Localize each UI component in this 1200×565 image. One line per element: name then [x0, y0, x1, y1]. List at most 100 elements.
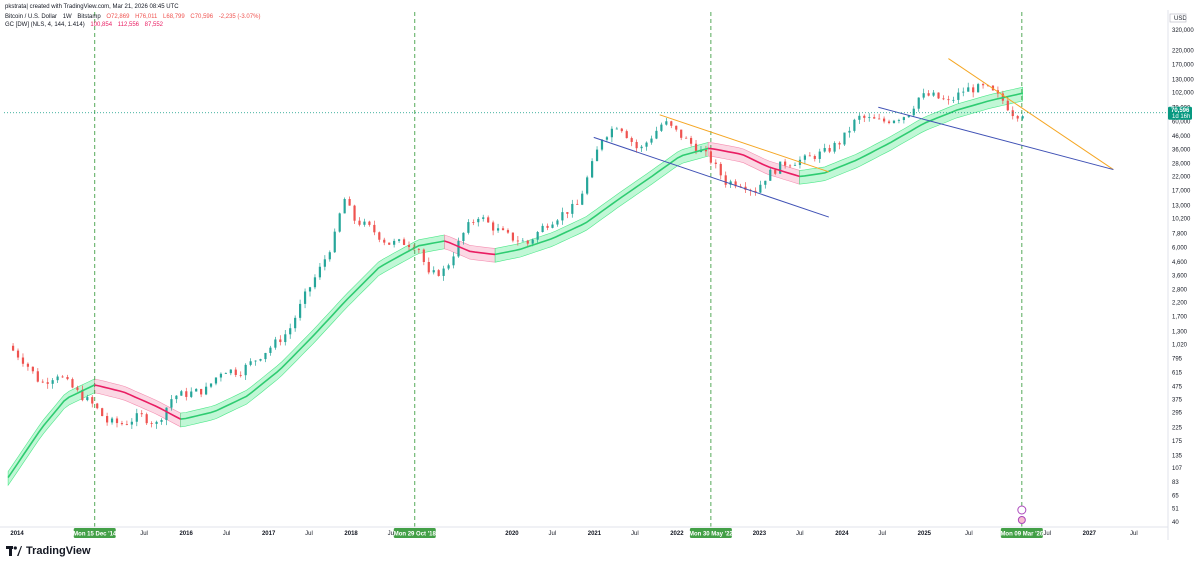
candle-body-146: [734, 181, 737, 187]
candle-body-172: [863, 115, 866, 118]
candle-body-203: [1016, 116, 1019, 119]
candle-body-111: [561, 212, 564, 221]
published-text: pkstrata| created with TradingView.com, …: [5, 4, 179, 10]
candle-body-127: [640, 146, 643, 149]
price-tick-1: 220,000: [1172, 49, 1194, 55]
candle-body-9: [56, 376, 59, 381]
candle-body-64: [328, 252, 331, 260]
candle-body-106: [536, 232, 539, 240]
candle-body-18: [101, 408, 104, 417]
time-axis[interactable]: 2014 Jul 2016 Jul 2017 Jul 2018 Jul 2020 Jul 2021 J…: [0, 526, 1168, 538]
candle-body-134: [675, 125, 678, 130]
price-tick-35: 40: [1172, 520, 1179, 526]
gaussian-channel-centerline: [7, 92, 1023, 479]
price-tick-26: 375: [1172, 397, 1183, 403]
price-tick-16: 4,600: [1172, 260, 1188, 266]
indicator-name[interactable]: GC [DW] (NLS, 4, 144, 1.414): [5, 22, 85, 28]
price-tick-14: 7,800: [1172, 231, 1188, 237]
candle-body-90: [457, 240, 460, 257]
symbol-legend[interactable]: Bitcoin / U.S. Dollar 1W Bitstamp O72,86…: [5, 13, 264, 21]
time-tick-21: 2027: [1083, 531, 1097, 537]
candle-body-92: [467, 222, 470, 233]
candle-body-117: [590, 161, 594, 178]
candle-body-165: [828, 147, 831, 152]
symbol-interval: 1W: [62, 14, 72, 20]
price-axis-currency: USD: [1174, 16, 1187, 22]
event-date-badge-1: [393, 528, 436, 538]
candle-body-110: [556, 220, 559, 225]
candle-body-173: [868, 117, 871, 118]
tradingview-logo[interactable]: TradingView: [6, 545, 91, 557]
candle-body-60: [308, 287, 312, 292]
trend-line-orange-2: [948, 58, 1114, 170]
candle-body-58: [299, 303, 302, 318]
price-tick-3: 130,000: [1172, 77, 1194, 83]
candle-body-62: [318, 266, 322, 278]
ohlc-low: L68,799: [163, 14, 185, 20]
channel-centerline-segment-1: [94, 384, 181, 420]
candle-body-140: [704, 149, 708, 152]
candle-body-51: [264, 352, 267, 360]
candle-body-74: [378, 232, 381, 240]
candle-body-187: [937, 92, 940, 99]
candle-body-144: [724, 175, 727, 185]
price-tick-19: 2,200: [1172, 301, 1188, 307]
candle-body-129: [650, 138, 653, 143]
candle-body-45: [234, 369, 237, 375]
trend-line-blue-1: [593, 136, 829, 218]
currency-box: [1169, 13, 1187, 23]
candle-body-44: [229, 369, 232, 374]
candle-body-131: [660, 124, 663, 131]
time-tick-18: 2025: [918, 531, 932, 537]
candle-body-105: [531, 239, 534, 244]
ohlc-change: -2,235 (-3.07%): [218, 14, 261, 20]
time-tick-2: 2016: [179, 531, 193, 537]
indicator-value-1: 100,854: [90, 22, 113, 28]
candle-body-23: [125, 424, 128, 425]
candle-body-17: [96, 403, 99, 409]
price-axis[interactable]: USD320,000220,000170,000130,000102,00078…: [1167, 10, 1194, 540]
candle-body-29: [155, 421, 158, 424]
candle-body-164: [823, 147, 826, 152]
candle-body-36: [190, 391, 193, 397]
channel-centerline-segment-5: [708, 147, 800, 178]
price-tick-25: 475: [1172, 385, 1183, 391]
indicator-legend[interactable]: GC [DW] (NLS, 4, 144, 1.414) 100,854 112…: [5, 21, 167, 29]
tradingview-logo-text: TradingView: [26, 545, 91, 557]
candle-body-171: [858, 115, 861, 120]
candle-body-193: [967, 87, 970, 92]
price-tick-13: 10,200: [1172, 217, 1191, 223]
current-price-label: 70,596: [1171, 108, 1190, 114]
candle-body-118: [595, 149, 599, 162]
price-tick-33: 65: [1172, 493, 1179, 499]
candle-body-39: [204, 386, 208, 395]
cycle-event-lines: [94, 12, 1023, 528]
candle-body-33: [175, 395, 178, 400]
candle-body-109: [551, 224, 554, 228]
candle-body-123: [620, 128, 623, 132]
time-tick-11: Jul: [631, 531, 639, 537]
symbol-name[interactable]: Bitcoin / U.S. Dollar: [5, 14, 58, 20]
candle-body-102: [516, 240, 519, 242]
price-tick-6: 60,000: [1172, 120, 1191, 126]
candle-body-56: [289, 328, 292, 335]
candle-body-141: [709, 151, 712, 163]
price-tick-24: 615: [1172, 370, 1183, 376]
candle-body-79: [402, 239, 406, 245]
candle-body-178: [892, 120, 896, 123]
candle-body-20: [110, 418, 114, 423]
candle-body-69: [353, 205, 356, 221]
time-tick-8: 2020: [505, 531, 519, 537]
candle-body-57: [294, 317, 297, 329]
channel-band-segment-3: [444, 234, 496, 263]
candle-body-125: [630, 138, 633, 142]
candle-body-126: [635, 141, 638, 149]
candle-body-84: [427, 261, 430, 273]
current-price-badge: [1168, 106, 1192, 120]
candle-body-68: [348, 198, 351, 206]
candle-body-11: [66, 376, 69, 380]
candle-body-12: [71, 379, 74, 388]
price-tick-21: 1,300: [1172, 329, 1188, 335]
time-tick-1: Jul: [140, 531, 148, 537]
